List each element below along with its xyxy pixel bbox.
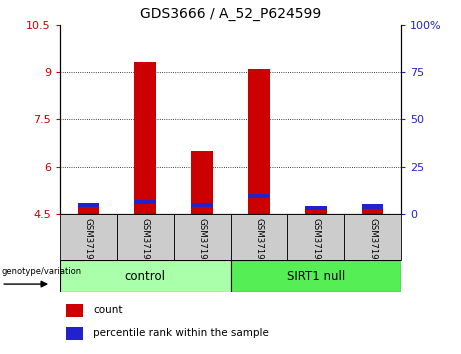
Bar (135, 62, 156, 214)
Text: SIRT1 null: SIRT1 null (287, 270, 345, 282)
Text: GSM371991: GSM371991 (254, 218, 263, 270)
Text: control: control (125, 270, 165, 282)
Bar (60, 214, 117, 260)
Text: GSM371993: GSM371993 (368, 218, 377, 270)
Bar (344, 214, 401, 260)
Bar (60, 260, 230, 292)
Bar (305, 210, 326, 214)
Bar (191, 204, 213, 207)
Bar (230, 214, 287, 260)
Bar (65, 303, 83, 317)
Text: GSM371989: GSM371989 (141, 218, 150, 270)
Title: GDS3666 / A_52_P624599: GDS3666 / A_52_P624599 (140, 7, 321, 21)
Bar (77, 204, 99, 207)
Bar (174, 214, 230, 260)
Text: percentile rank within the sample: percentile rank within the sample (93, 328, 269, 338)
Bar (362, 210, 384, 214)
Bar (230, 260, 401, 292)
Text: genotype/variation: genotype/variation (1, 267, 82, 276)
Bar (248, 194, 270, 198)
Bar (191, 151, 213, 214)
Text: GSM371990: GSM371990 (198, 218, 207, 270)
Bar (248, 69, 270, 214)
Bar (117, 214, 174, 260)
Bar (77, 207, 99, 214)
Bar (305, 206, 326, 210)
Bar (287, 214, 344, 260)
Text: GSM371988: GSM371988 (84, 218, 93, 270)
Text: count: count (93, 305, 123, 315)
Bar (65, 326, 83, 340)
Bar (362, 204, 384, 210)
Bar (135, 200, 156, 204)
Text: GSM371992: GSM371992 (311, 218, 320, 270)
